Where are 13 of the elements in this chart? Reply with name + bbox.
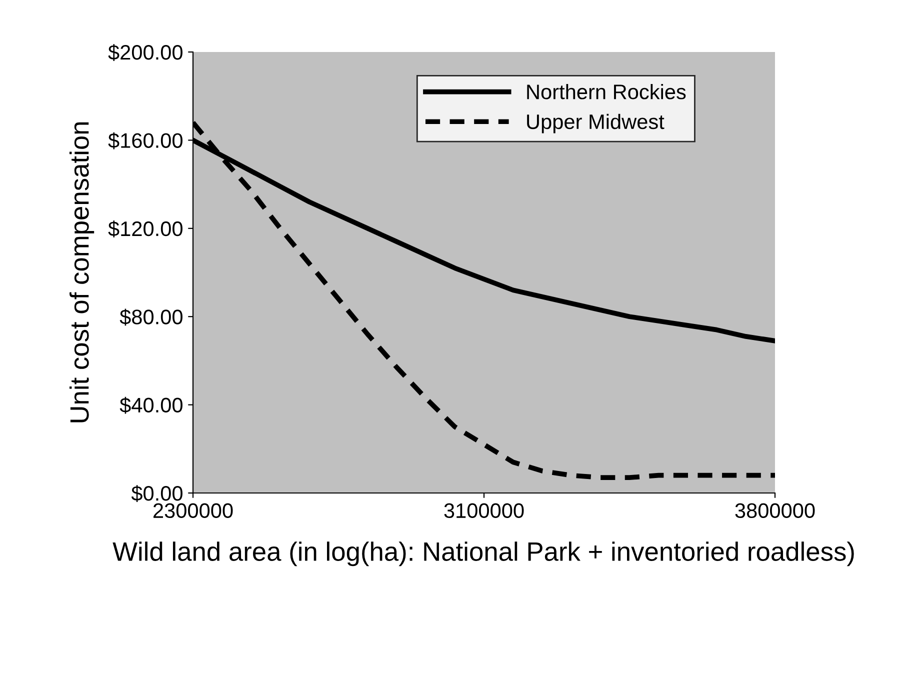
y-tick-label: $200.00 <box>108 44 182 61</box>
y-axis-title: Unit cost of compensation <box>69 122 94 422</box>
legend-label: Upper Midwest <box>527 114 664 134</box>
x-tick-label: 3800000 <box>735 503 815 518</box>
x-tick-label: 2300000 <box>154 503 233 518</box>
x-tick-label: 3100000 <box>444 503 524 518</box>
y-tick-label: $80.00 <box>120 308 182 326</box>
legend-label: Northern Rockies <box>527 84 686 100</box>
x-axis-title: Wild land area (in log(ha): National Park + inventoried roadless) <box>112 542 854 566</box>
y-tick-label: $120.00 <box>108 220 182 238</box>
y-tick-label: $0.00 <box>131 485 182 502</box>
y-tick-label: $160.00 <box>108 132 182 150</box>
y-tick-label: $40.00 <box>120 396 182 414</box>
